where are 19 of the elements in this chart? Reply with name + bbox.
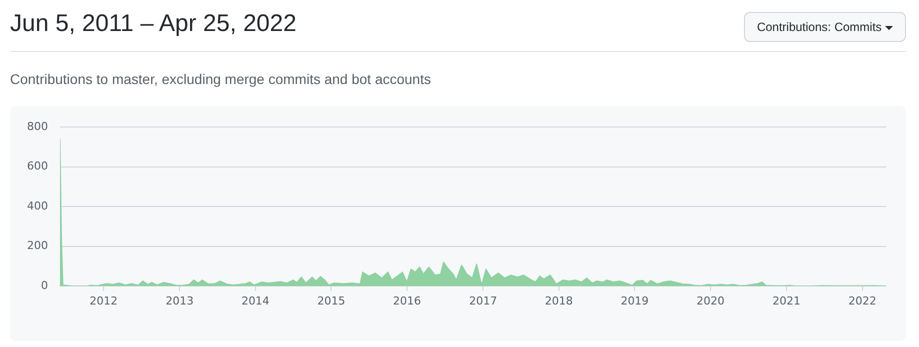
chart-title: Jun 5, 2011 – Apr 25, 2022: [10, 10, 296, 38]
y-tick-label: 600: [27, 160, 48, 173]
x-tick-label: 2019: [620, 294, 649, 308]
x-tick-label: 2016: [393, 294, 422, 308]
x-tick-label: 2018: [544, 294, 573, 308]
x-tick-label: 2021: [772, 294, 801, 308]
text: Contributions: Commits: [744, 12, 906, 42]
x-tick-label: 2014: [241, 294, 270, 308]
x-tick-label: 2020: [696, 294, 724, 308]
y-tick-label: 0: [41, 278, 48, 292]
x-tick-label: 2017: [469, 294, 498, 308]
y-tick-label: 200: [27, 239, 48, 252]
x-tick-label: 2012: [90, 294, 118, 308]
chart-subtitle: Contributions to master, excluding merge commits and bot accounts: [10, 71, 431, 87]
y-tick-label: 800: [27, 120, 48, 133]
y-tick-label: 400: [27, 199, 48, 212]
x-tick-label: 2022: [848, 294, 876, 308]
x-tick-label: 2013: [166, 294, 194, 308]
x-tick-label: 2015: [317, 294, 346, 308]
